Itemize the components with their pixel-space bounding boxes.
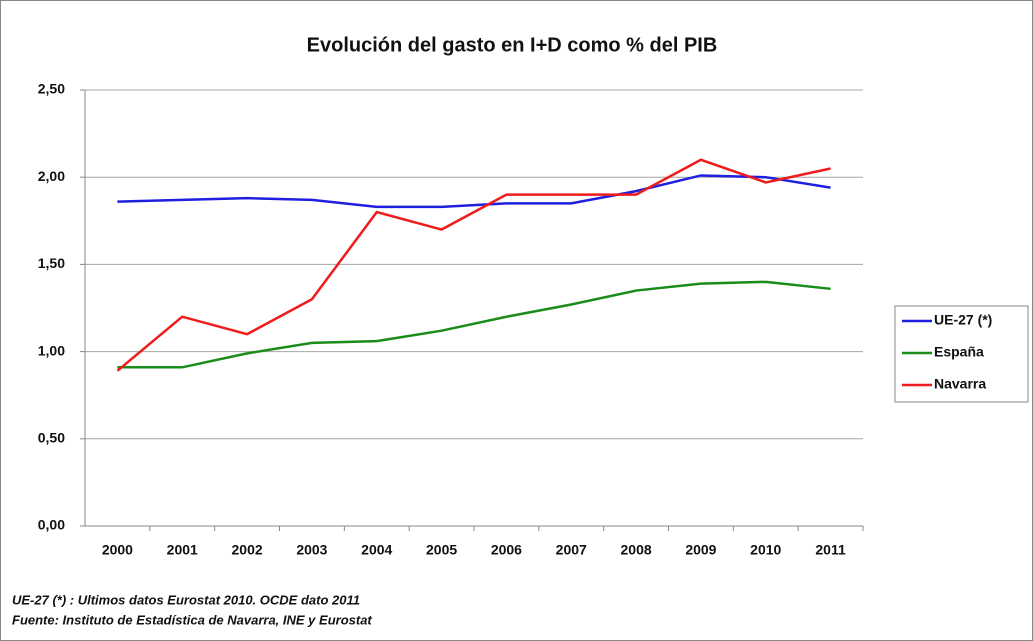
y-tick-label: 0,00 — [38, 517, 65, 533]
y-tick-label: 1,00 — [38, 342, 65, 358]
chart-title: Evolución del gasto en I+D como % del PI… — [307, 34, 718, 56]
x-tick-label: 2003 — [296, 542, 327, 558]
x-tick-label: 2009 — [685, 542, 716, 558]
y-tick-label: 1,50 — [38, 255, 65, 271]
legend-label: Navarra — [934, 376, 986, 392]
footnote: UE-27 (*) : Ultimos datos Eurostat 2010.… — [12, 592, 360, 607]
y-tick-label: 2,00 — [38, 168, 65, 184]
x-tick-label: 2005 — [426, 542, 457, 558]
x-tick-label: 2004 — [361, 542, 392, 558]
y-tick-label: 0,50 — [38, 430, 65, 446]
x-tick-label: 2000 — [102, 542, 133, 558]
x-tick-label: 2008 — [621, 542, 652, 558]
x-tick-label: 2011 — [815, 542, 846, 558]
y-tick-label: 2,50 — [38, 81, 65, 97]
x-tick-label: 2002 — [232, 542, 263, 558]
series-line — [117, 174, 831, 209]
legend-label: UE-27 (*) — [934, 312, 992, 328]
legend-label: España — [934, 344, 984, 360]
x-tick-label: 2007 — [556, 542, 587, 558]
footnote: Fuente: Instituto de Estadística de Nava… — [12, 612, 372, 627]
x-tick-label: 2006 — [491, 542, 522, 558]
series-line — [117, 280, 831, 369]
x-tick-label: 2001 — [167, 542, 198, 558]
x-tick-label: 2010 — [750, 542, 781, 558]
series-line — [116, 158, 831, 372]
